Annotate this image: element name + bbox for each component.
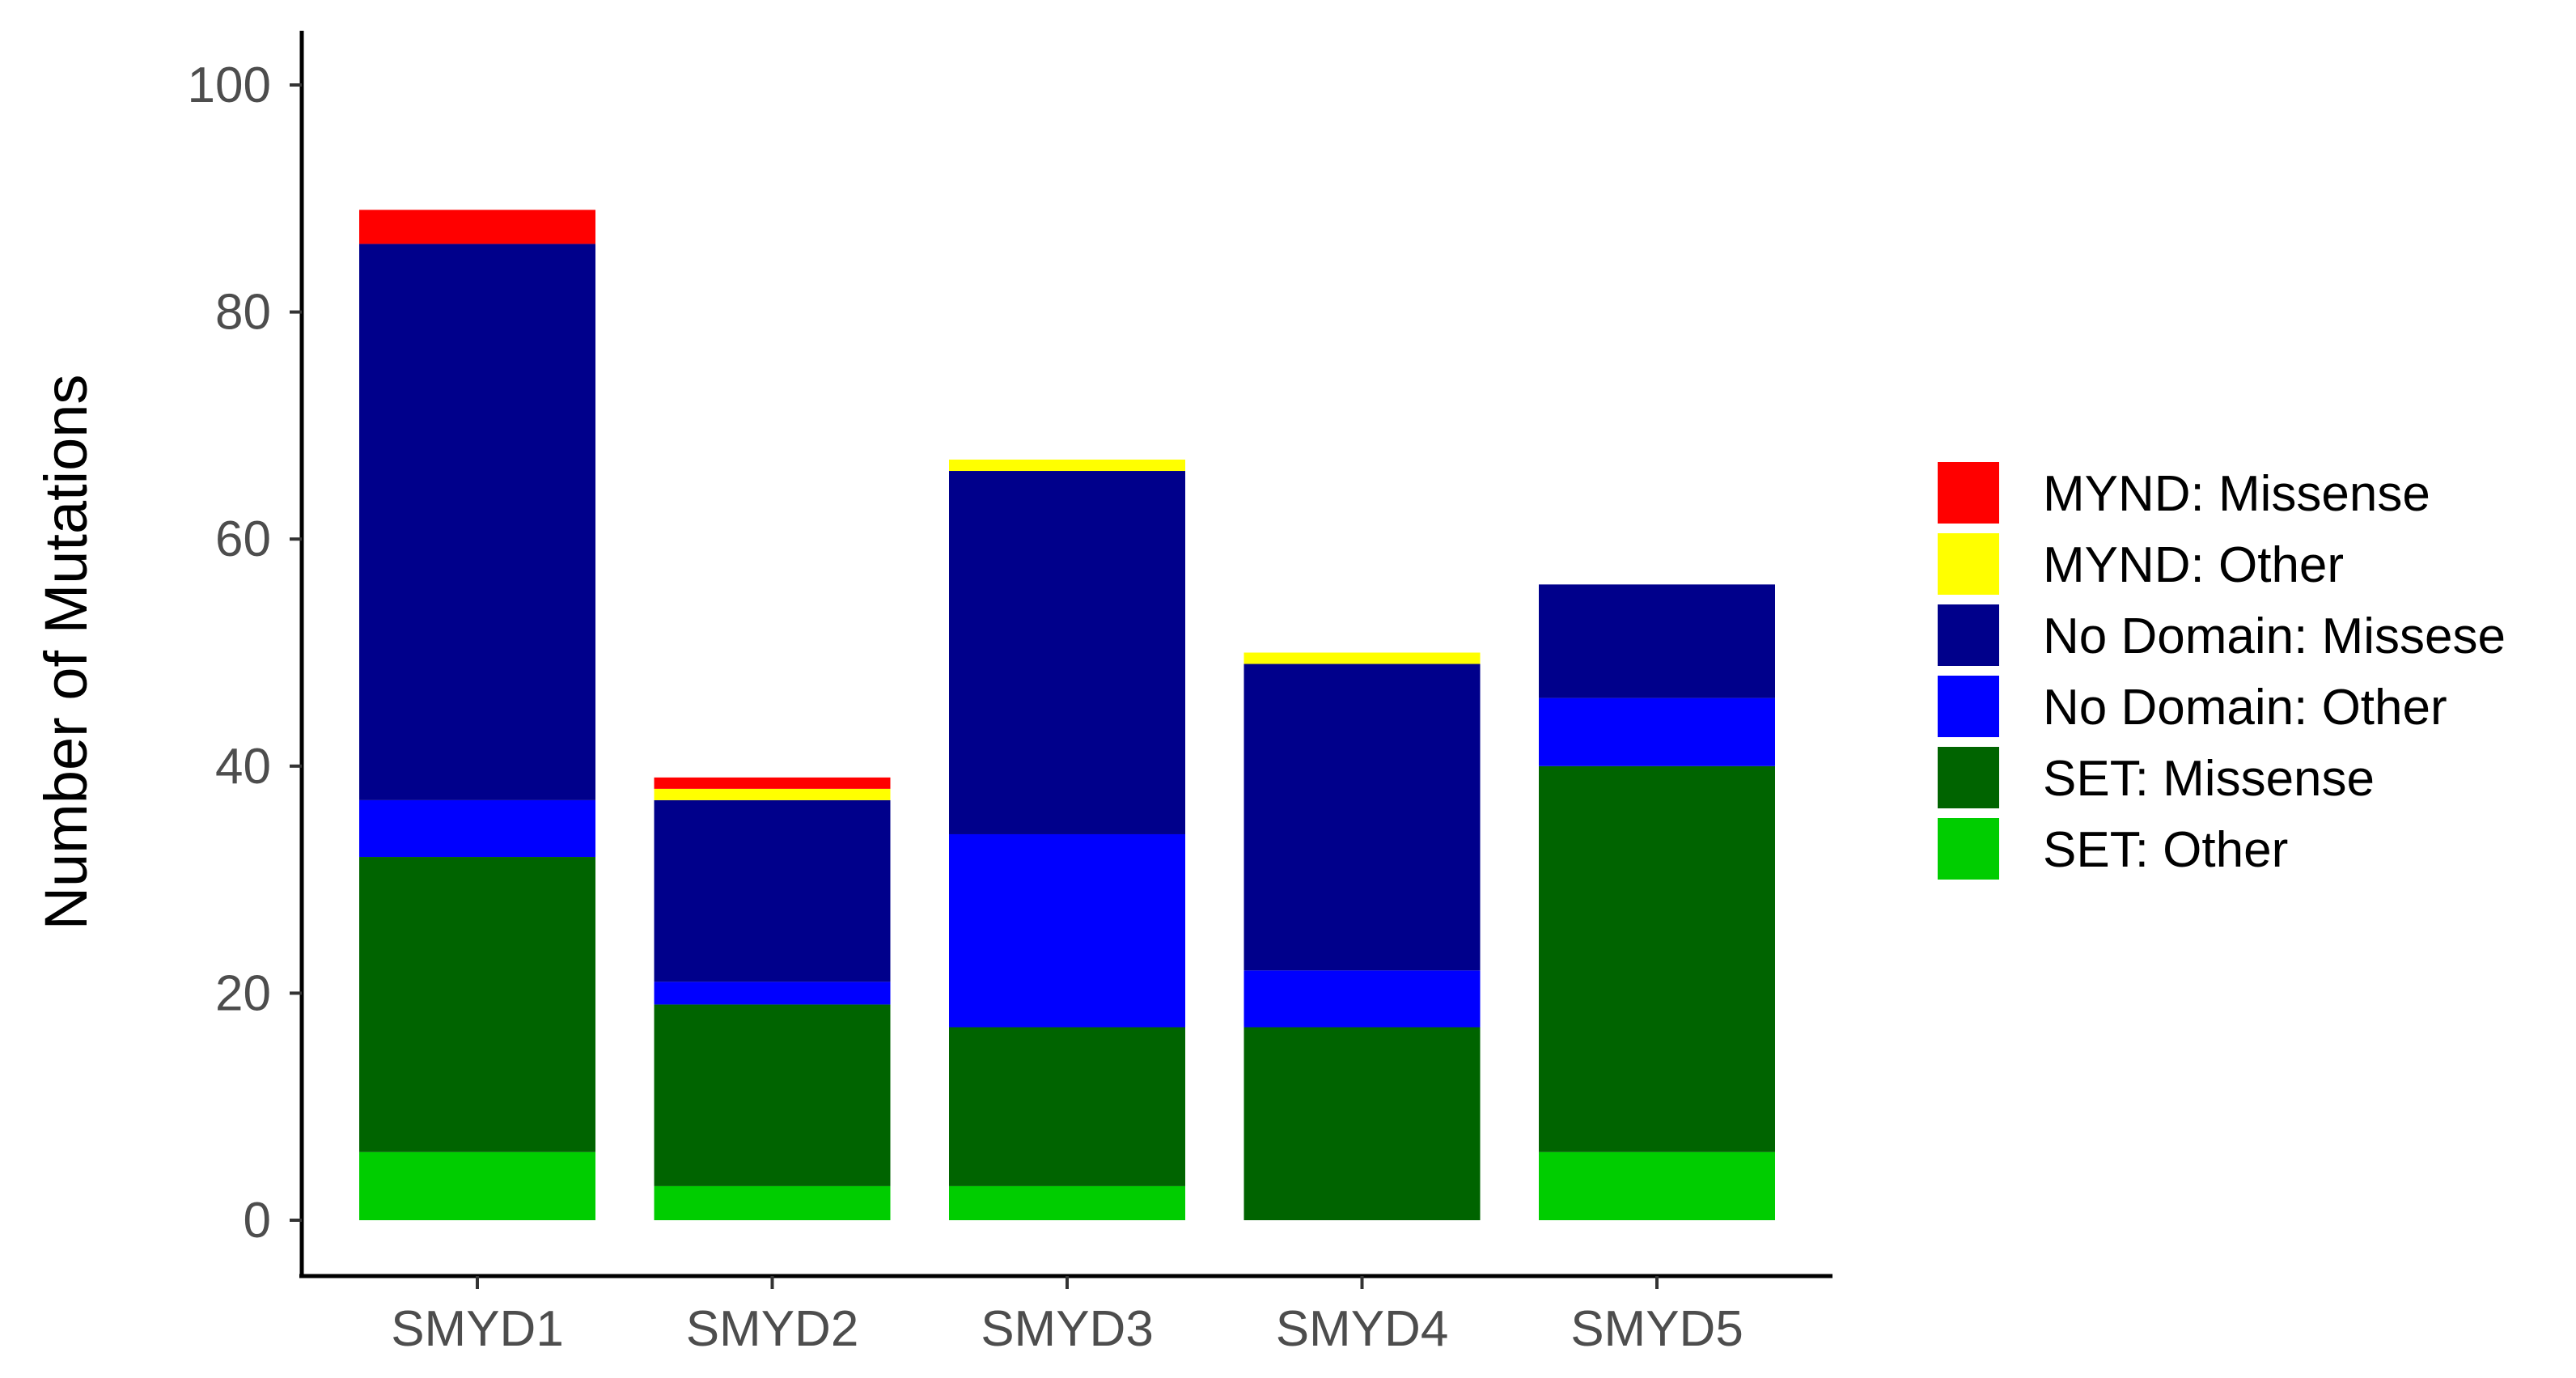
y-tick-label: 80: [215, 285, 271, 341]
legend-label: SET: Other: [2043, 822, 2288, 878]
bar-segment-smyd1-set-missense: [359, 857, 595, 1152]
legend-label: No Domain: Other: [2043, 680, 2447, 736]
legend-swatch: [1938, 676, 1999, 737]
bar-segment-smyd2-no-domain-other: [654, 982, 891, 1005]
y-axis-title: Number of Mutations: [32, 375, 100, 931]
x-tick-label: SMYD1: [391, 1301, 564, 1357]
y-tick-label: 40: [215, 739, 271, 795]
bar-segment-smyd3-set-missense: [949, 1027, 1185, 1186]
y-tick-label: 60: [215, 511, 271, 567]
bar-segment-smyd4-no-domain-other: [1244, 970, 1481, 1028]
bar-segment-smyd2-mynd-missense: [654, 777, 891, 789]
y-tick-label: 20: [215, 965, 271, 1021]
bar-segment-smyd3-set-other: [949, 1185, 1185, 1220]
bar-segment-smyd4-no-domain-missese: [1244, 664, 1481, 971]
legend-swatch: [1938, 818, 1999, 880]
legend-label: MYND: Other: [2043, 537, 2344, 593]
legend-label: MYND: Missense: [2043, 466, 2430, 522]
bar-segment-smyd1-set-other: [359, 1151, 595, 1220]
bar-segment-smyd3-no-domain-missese: [949, 471, 1185, 834]
x-tick-label: SMYD3: [981, 1301, 1154, 1357]
bar-segment-smyd1-mynd-missense: [359, 210, 595, 244]
y-tick-label: 0: [244, 1193, 271, 1249]
bar-segment-smyd5-set-missense: [1539, 765, 1775, 1152]
bar-segment-smyd2-set-missense: [654, 1004, 891, 1186]
bar-segment-smyd1-no-domain-other: [359, 799, 595, 858]
legend: MYND: Missense MYND: Other No Domain: Miss…: [1938, 462, 2506, 880]
bar-segment-smyd2-mynd-other: [654, 788, 891, 800]
y-tick-label: 100: [188, 57, 271, 113]
bar-segment-smyd5-set-other: [1539, 1151, 1775, 1220]
legend-label: SET: Missense: [2043, 751, 2375, 807]
x-tick-label: SMYD2: [686, 1301, 859, 1357]
legend-swatch: [1938, 604, 1999, 666]
bar-segment-smyd4-mynd-other: [1244, 652, 1481, 664]
bar-segment-smyd2-set-other: [654, 1185, 891, 1220]
bars-group: [359, 210, 1775, 1220]
bar-segment-smyd3-mynd-other: [949, 459, 1185, 472]
bar-segment-smyd5-no-domain-other: [1539, 697, 1775, 766]
bar-segment-smyd4-set-missense: [1244, 1027, 1481, 1220]
bar-segment-smyd2-no-domain-missese: [654, 799, 891, 982]
bar-segment-smyd5-no-domain-missese: [1539, 584, 1775, 698]
bar-segment-smyd3-no-domain-other: [949, 833, 1185, 1028]
y-axis-ticks: 0 20 40 60 80 100: [188, 57, 302, 1249]
legend-label: No Domain: Missese: [2043, 608, 2506, 664]
x-tick-label: SMYD5: [1570, 1301, 1743, 1357]
legend-swatch: [1938, 533, 1999, 595]
legend-swatch: [1938, 462, 1999, 524]
bar-segment-smyd1-no-domain-missese: [359, 244, 595, 800]
legend-swatch: [1938, 747, 1999, 808]
x-axis-ticks: SMYD1 SMYD2 SMYD3 SMYD4 SMYD5: [391, 1276, 1743, 1357]
x-tick-label: SMYD4: [1276, 1301, 1449, 1357]
